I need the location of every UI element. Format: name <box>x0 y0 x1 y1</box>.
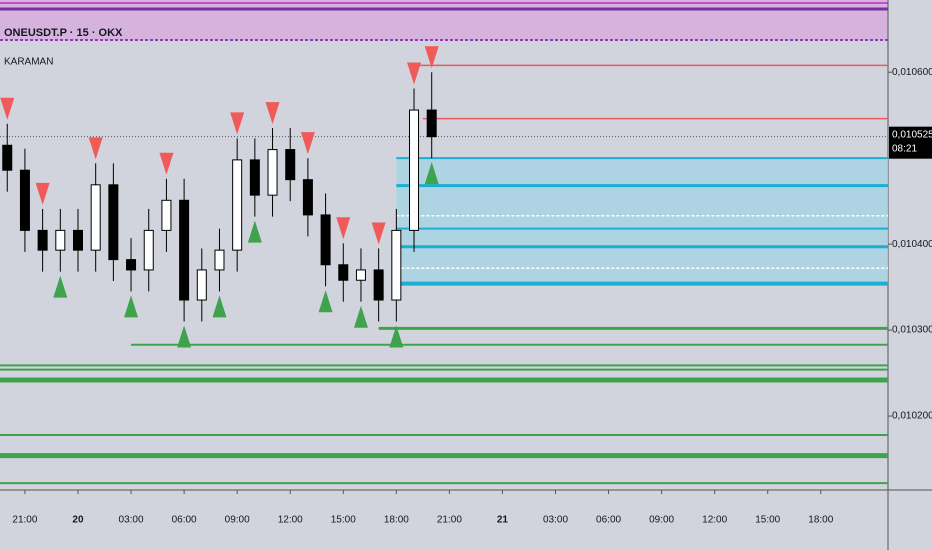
candle-body <box>108 184 119 261</box>
candle-body <box>37 229 48 251</box>
x-tick-label: 21:00 <box>12 515 37 526</box>
x-tick-label: 18:00 <box>384 515 409 526</box>
countdown: 08:21 <box>892 143 917 154</box>
pivot-low-marker <box>124 295 139 318</box>
pivot-high-marker <box>336 217 351 240</box>
x-tick-label: 09:00 <box>649 515 674 526</box>
pivot-high-marker <box>88 137 103 160</box>
chart-title: ONEUSDT.P · 15 · OKX <box>4 27 123 39</box>
last-price-label: 0,010525 <box>892 129 932 140</box>
y-tick-label: 0,010400 <box>892 239 932 250</box>
candle-body <box>409 109 420 231</box>
candle-body <box>302 179 313 216</box>
candle-body <box>426 109 437 138</box>
y-tick-label: 0,010300 <box>892 325 932 336</box>
pivot-low-marker <box>247 220 262 243</box>
candle-body <box>267 149 278 196</box>
candle-body <box>338 264 349 281</box>
x-tick-label: 15:00 <box>331 515 356 526</box>
x-tick-label: 12:00 <box>702 515 727 526</box>
pivot-high-marker <box>407 62 422 85</box>
pivot-low-marker <box>53 275 68 298</box>
candle-body <box>214 249 225 271</box>
x-tick-label: 21:00 <box>437 515 462 526</box>
pivot-high-marker <box>424 46 439 69</box>
candle-body <box>55 229 66 251</box>
pivot-low-marker <box>353 305 368 328</box>
pivot-high-marker <box>371 222 386 245</box>
x-tick-label: 18:00 <box>808 515 833 526</box>
pivot-low-marker <box>177 325 192 348</box>
candle-body <box>72 229 83 251</box>
x-tick-label: 12:00 <box>278 515 303 526</box>
x-tick-label: 06:00 <box>596 515 621 526</box>
pivot-high-marker <box>300 132 315 155</box>
candle-body <box>19 169 30 231</box>
candle-body <box>355 269 366 281</box>
pivot-low-marker <box>318 290 333 313</box>
y-tick-label: 0,010200 <box>892 411 932 422</box>
pivot-high-marker <box>265 102 280 125</box>
candle-body <box>320 214 331 266</box>
candle-body <box>285 149 296 181</box>
zone <box>396 158 888 284</box>
candle-body <box>90 184 101 251</box>
x-tick-label: 06:00 <box>172 515 197 526</box>
pivot-high-marker <box>35 182 50 205</box>
x-tick-label: 15:00 <box>755 515 780 526</box>
candle-body <box>373 269 384 301</box>
x-tick-label: 20 <box>72 515 84 526</box>
candle-body <box>179 199 190 301</box>
pivot-high-marker <box>0 97 15 120</box>
pivot-low-marker <box>212 295 227 318</box>
candle-body <box>232 159 243 251</box>
pivot-low-marker <box>389 325 404 348</box>
y-tick-label: 0,010600 <box>892 67 932 78</box>
candle-body <box>196 269 207 301</box>
candle-body <box>391 229 402 301</box>
x-tick-label: 21 <box>497 515 509 526</box>
indicator-name: KARAMAN <box>4 57 53 68</box>
last-price-box <box>889 126 932 159</box>
candle-body <box>143 229 154 271</box>
candle-body <box>126 259 137 271</box>
pivot-low-marker <box>424 162 439 185</box>
top-band <box>0 0 888 40</box>
pivot-high-marker <box>159 152 174 175</box>
x-tick-label: 09:00 <box>225 515 250 526</box>
candle-body <box>161 199 172 231</box>
x-tick-label: 03:00 <box>119 515 144 526</box>
pivot-high-marker <box>230 112 245 135</box>
candle-body <box>249 159 260 196</box>
x-tick-label: 03:00 <box>543 515 568 526</box>
candle-body <box>2 144 13 171</box>
